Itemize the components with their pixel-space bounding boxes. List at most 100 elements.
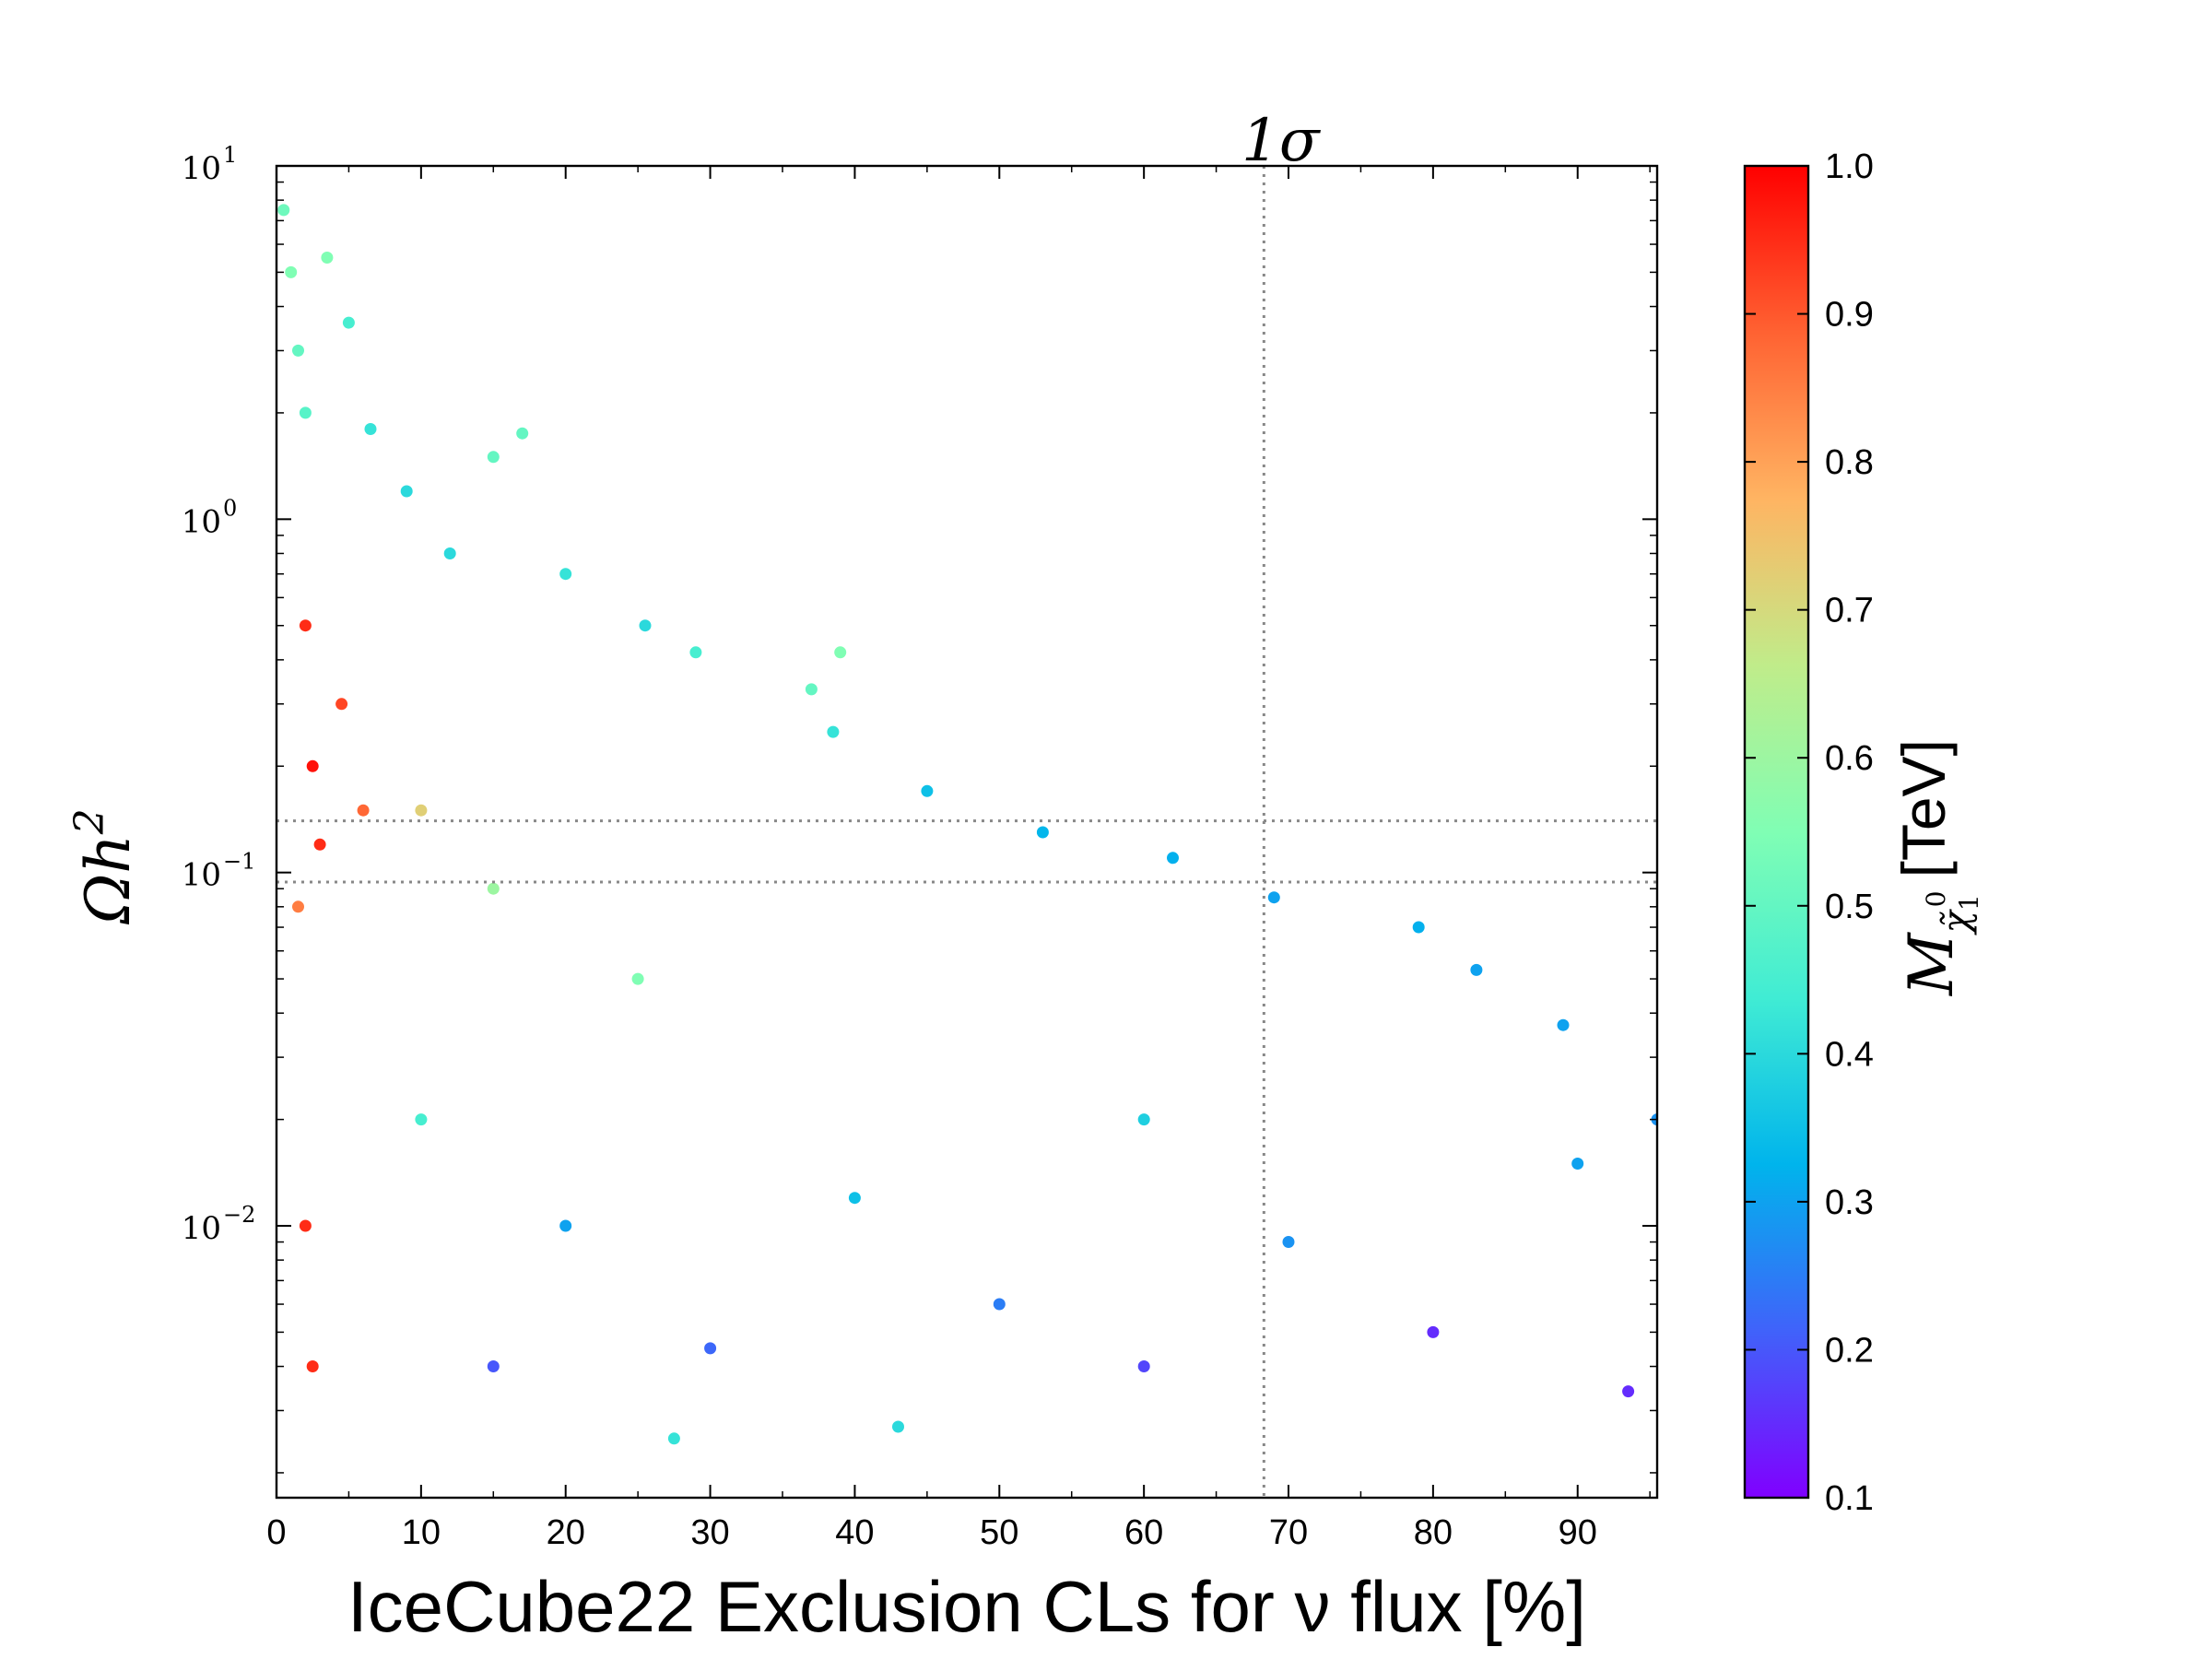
scatter-point xyxy=(487,882,500,895)
scatter-point xyxy=(285,265,298,278)
scatter-point xyxy=(292,344,304,357)
scatter-point xyxy=(1137,1360,1150,1372)
scatter-point xyxy=(277,204,290,217)
one-sigma-label: 1σ xyxy=(1241,107,1322,175)
colorbar-tick-label: 0.2 xyxy=(1825,1331,1874,1370)
colorbar-tick-label: 0.8 xyxy=(1825,443,1874,482)
scatter-point xyxy=(400,485,413,498)
scatter-point xyxy=(921,784,934,797)
scatter-point xyxy=(1167,852,1179,865)
x-tick-label: 10 xyxy=(402,1513,441,1552)
plot-frame xyxy=(275,164,1659,1500)
scatter-point xyxy=(415,804,428,817)
scatter-point xyxy=(631,972,644,985)
colorbar-tick-label: 0.4 xyxy=(1825,1035,1874,1074)
y-tick-label: 10 xyxy=(182,1210,221,1247)
x-tick-label: 30 xyxy=(690,1513,729,1552)
scatter-point xyxy=(306,759,319,772)
y-tick-label-exponent: 0 xyxy=(223,495,237,521)
scatter-point xyxy=(321,252,334,264)
scatter-point xyxy=(1470,963,1483,976)
colorbar-title-symbol: M xyxy=(1896,932,1967,996)
y-axis-title-base: Ωh xyxy=(73,834,144,924)
scatter-point xyxy=(1036,826,1049,839)
y-tick-label-exponent: 1 xyxy=(223,142,237,168)
colorbar-ticks: 0.1 0.2 0.3 0.4 0.5 0.6 0.7 0.8 0.9 1.0 xyxy=(1745,147,1874,1518)
y-tick-label: 10 xyxy=(182,150,221,187)
scatter-points xyxy=(277,204,1657,1445)
scatter-point xyxy=(335,698,348,711)
scatter-point xyxy=(559,1219,572,1232)
x-tick-label: 50 xyxy=(980,1513,1018,1552)
y-axis-title-exponent: 2 xyxy=(66,808,113,835)
scatter-point xyxy=(559,568,572,581)
colorbar-tick-label: 1.0 xyxy=(1825,147,1874,186)
scatter-point xyxy=(834,646,847,659)
scatter-point xyxy=(364,423,377,435)
colorbar-gradient xyxy=(1745,166,1808,1498)
x-axis-title: IceCube22 Exclusion CLs for ν flux [%] xyxy=(347,1566,1586,1647)
colorbar-tick-label: 0.9 xyxy=(1825,296,1874,335)
scatter-point xyxy=(299,619,312,632)
y-tick-label-exponent: −1 xyxy=(223,849,255,875)
scatter-point xyxy=(639,619,652,632)
scatter-point xyxy=(1412,921,1425,934)
x-tick-label: 70 xyxy=(1269,1513,1308,1552)
colorbar-title-sub-superscript: 0 xyxy=(1921,891,1951,908)
scatter-point xyxy=(306,1360,319,1372)
colorbar-tick-label: 0.3 xyxy=(1825,1183,1874,1222)
colorbar-frame xyxy=(1743,164,1810,1500)
reference-lines xyxy=(276,166,1657,1498)
y-axis-title: Ωh2 xyxy=(66,808,144,924)
x-tick-label: 0 xyxy=(266,1513,286,1552)
scatter-point xyxy=(1427,1325,1440,1338)
scatter-point xyxy=(342,316,355,329)
x-tick-label: 80 xyxy=(1414,1513,1453,1552)
scatter-point xyxy=(292,900,304,913)
scatter-point xyxy=(487,451,500,464)
colorbar-title: Mχ̃10 [TeV] xyxy=(1889,739,1984,996)
scatter-point xyxy=(892,1420,904,1433)
scatter-point xyxy=(704,1342,717,1355)
scatter-point xyxy=(848,1192,861,1205)
scatter-point xyxy=(1557,1018,1570,1031)
colorbar: 0.1 0.2 0.3 0.4 0.5 0.6 0.7 0.8 0.9 1.0 Mχ̃10 [TeV… xyxy=(1743,147,1984,1518)
scatter-point xyxy=(313,838,326,851)
x-tick-label: 90 xyxy=(1559,1513,1597,1552)
scatter-point xyxy=(1267,891,1280,904)
scatter-point xyxy=(1282,1236,1295,1248)
scatter-point xyxy=(516,427,529,440)
y-tick-label: 10 xyxy=(182,503,221,540)
scatter-point xyxy=(357,804,370,817)
colorbar-tick-label: 0.6 xyxy=(1825,739,1874,778)
plot-background xyxy=(276,166,1657,1498)
scatter-point xyxy=(299,406,312,419)
colorbar-tick-label: 0.1 xyxy=(1825,1479,1874,1518)
x-tick-label: 60 xyxy=(1124,1513,1163,1552)
scatter-point xyxy=(805,683,818,696)
x-tick-label: 20 xyxy=(547,1513,585,1552)
x-axis-ticks: 0 10 20 30 40 50 60 70 80 90 xyxy=(266,166,1651,1552)
colorbar-tick-label: 0.5 xyxy=(1825,888,1874,926)
colorbar-title-subscript: χ̃ xyxy=(1936,908,1978,935)
colorbar-tick-label: 0.7 xyxy=(1825,592,1874,630)
colorbar-title-sub-subscript: 1 xyxy=(1954,894,1984,911)
colorbar-title-unit: [TeV] xyxy=(1889,739,1958,877)
y-tick-label: 10 xyxy=(182,857,221,894)
scatter-point xyxy=(1137,1113,1150,1126)
scatter-point xyxy=(827,725,840,738)
scatter-point xyxy=(299,1219,312,1232)
scatter-point xyxy=(1622,1385,1635,1398)
scatter-point xyxy=(487,1360,500,1372)
scatter-point xyxy=(415,1113,428,1126)
scatter-point xyxy=(1571,1158,1584,1170)
x-tick-label: 40 xyxy=(835,1513,874,1552)
scatter-point xyxy=(443,547,456,559)
scatter-point xyxy=(689,646,702,659)
y-tick-label-exponent: −2 xyxy=(223,1202,255,1228)
scatter-point xyxy=(667,1432,680,1445)
scatter-point xyxy=(993,1298,1006,1311)
